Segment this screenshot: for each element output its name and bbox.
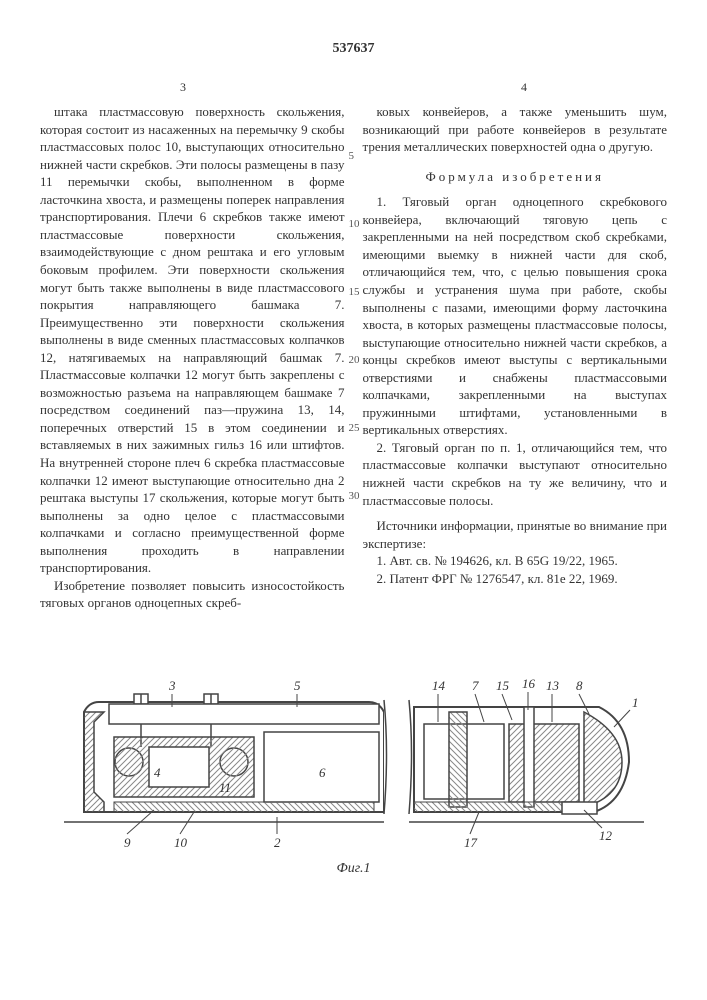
line-number: 10: [349, 217, 360, 232]
line-number: 30: [349, 489, 360, 504]
svg-text:7: 7: [472, 678, 479, 693]
svg-text:5: 5: [294, 678, 301, 693]
doc-number: 537637: [40, 40, 667, 59]
sources-title: Источники информации, принятые во вниман…: [363, 517, 668, 552]
page-num-right: 4: [521, 79, 527, 95]
formula-title: Формула изобретения: [363, 168, 668, 186]
claim-2: 2. Тяговый орган по п. 1, отличающийся т…: [363, 439, 668, 509]
svg-text:9: 9: [124, 835, 131, 850]
figure-svg: 3 5 4 6 9 10 11 2 14 7 15 16 13 8 1 17 1…: [54, 652, 654, 852]
left-para-2: Изобретение позволяет повысить износосто…: [40, 577, 345, 612]
svg-text:6: 6: [319, 765, 326, 780]
text-columns: штака пластмассовую поверхность скольжен…: [40, 103, 667, 612]
line-number: 15: [349, 285, 360, 300]
line-number: 20: [349, 353, 360, 368]
svg-text:3: 3: [168, 678, 176, 693]
svg-text:10: 10: [174, 835, 188, 850]
line-number: 5: [349, 149, 355, 164]
page-numbers: 3 4: [40, 79, 667, 95]
svg-text:1: 1: [632, 695, 639, 710]
svg-text:11: 11: [219, 780, 231, 795]
svg-text:2: 2: [274, 835, 281, 850]
figure-label: Фиг.1: [40, 860, 667, 879]
left-para-1: штака пластмассовую поверхность скольжен…: [40, 103, 345, 577]
page-num-left: 3: [180, 79, 186, 95]
svg-text:4: 4: [154, 765, 161, 780]
svg-text:17: 17: [464, 835, 478, 850]
svg-text:16: 16: [522, 676, 536, 691]
figure-1: 3 5 4 6 9 10 11 2 14 7 15 16 13 8 1 17 1…: [40, 652, 667, 879]
column-left: штака пластмассовую поверхность скольжен…: [40, 103, 345, 612]
svg-text:14: 14: [432, 678, 446, 693]
claim-1: 1. Тяговый орган одноцепного скребкового…: [363, 193, 668, 439]
svg-text:13: 13: [546, 678, 560, 693]
svg-text:12: 12: [599, 828, 613, 843]
line-number: 25: [349, 421, 360, 436]
source-2: 2. Патент ФРГ № 1276547, кл. 81е 22, 196…: [363, 570, 668, 588]
source-1: 1. Авт. св. № 194626, кл. В 65G 19/22, 1…: [363, 552, 668, 570]
right-para-1: ковых конвейеров, а также уменьшить шум,…: [363, 103, 668, 156]
svg-text:15: 15: [496, 678, 510, 693]
column-right: 51015202530 ковых конвейеров, а также ум…: [363, 103, 668, 612]
svg-text:8: 8: [576, 678, 583, 693]
